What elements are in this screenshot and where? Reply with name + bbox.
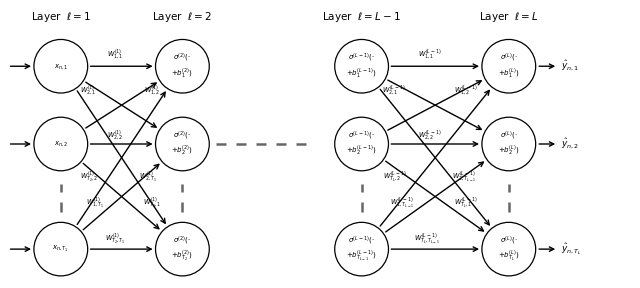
Ellipse shape: [34, 117, 88, 171]
Text: $W_{2,T_{L-1}}^{(L-1)}$: $W_{2,T_{L-1}}^{(L-1)}$: [452, 170, 476, 185]
Text: Layer  $\ell = 1$: Layer $\ell = 1$: [31, 10, 91, 24]
Text: $W_{T_2,1}^{(1)}$: $W_{T_2,1}^{(1)}$: [143, 196, 161, 211]
Text: $W_{1,1}^{(L-1)}$: $W_{1,1}^{(L-1)}$: [419, 48, 442, 62]
Text: $W_{2,2}^{(1)}$: $W_{2,2}^{(1)}$: [107, 129, 124, 143]
Text: $W_{2,1}^{(L-1)}$: $W_{2,1}^{(L-1)}$: [383, 84, 406, 98]
Text: $W_{T_L,2}^{(L-1)}$: $W_{T_L,2}^{(L-1)}$: [383, 170, 406, 185]
Text: $x_{n,1}$: $x_{n,1}$: [54, 62, 68, 71]
Text: $W_{T_2,2}^{(1)}$: $W_{T_2,2}^{(1)}$: [81, 170, 99, 185]
Text: $x_{n,2}$: $x_{n,2}$: [54, 139, 68, 149]
Ellipse shape: [482, 39, 536, 93]
Text: $W_{T_L,T_{L-1}}^{(L-1)}$: $W_{T_L,T_{L-1}}^{(L-1)}$: [414, 232, 440, 247]
Text: $W_{T_2,T_1}^{(1)}$: $W_{T_2,T_1}^{(1)}$: [105, 232, 125, 247]
Text: $\sigma^{(2)}(\cdot$
$+b_{T_2}^{(2)})$: $\sigma^{(2)}(\cdot$ $+b_{T_2}^{(2)})$: [172, 234, 193, 264]
Ellipse shape: [156, 117, 209, 171]
Text: Layer  $\ell = L$: Layer $\ell = L$: [479, 10, 539, 24]
Text: $\sigma^{(L)}(\cdot$
$+b_{T_L}^{(L)})$: $\sigma^{(L)}(\cdot$ $+b_{T_L}^{(L)})$: [498, 234, 520, 264]
Text: Layer  $\ell = L-1$: Layer $\ell = L-1$: [323, 10, 401, 24]
Text: $W_{T_L,1}^{(L-1)}$: $W_{T_L,1}^{(L-1)}$: [454, 196, 477, 211]
Ellipse shape: [482, 222, 536, 276]
Text: $\hat{y}_{n,1}$: $\hat{y}_{n,1}$: [561, 59, 579, 73]
Ellipse shape: [156, 39, 209, 93]
Text: $W_{1,T_1}^{(1)}$: $W_{1,T_1}^{(1)}$: [86, 196, 104, 211]
Text: $W_{1,1}^{(1)}$: $W_{1,1}^{(1)}$: [107, 48, 124, 62]
Text: $W_{2,T_1}^{(1)}$: $W_{2,T_1}^{(1)}$: [140, 170, 157, 185]
Text: $\sigma^{(L)}(\cdot$
$+b_2^{(L)})$: $\sigma^{(L)}(\cdot$ $+b_2^{(L)})$: [498, 130, 520, 158]
Text: $\sigma^{(L-1)}(\cdot$
$+b_2^{(L-1)})$: $\sigma^{(L-1)}(\cdot$ $+b_2^{(L-1)})$: [346, 130, 377, 158]
Text: $W_{1,T_{L-1}}^{(L-1)}$: $W_{1,T_{L-1}}^{(L-1)}$: [390, 196, 414, 211]
Text: $W_{2,2}^{(L-1)}$: $W_{2,2}^{(L-1)}$: [419, 129, 442, 143]
Text: $\sigma^{(L-1)}(\cdot$
$+b_1^{(L-1)})$: $\sigma^{(L-1)}(\cdot$ $+b_1^{(L-1)})$: [346, 52, 377, 81]
Text: $\sigma^{(L-1)}(\cdot$
$+b_{T_{L-1}}^{(L-1)})$: $\sigma^{(L-1)}(\cdot$ $+b_{T_{L-1}}^{(L…: [346, 234, 377, 264]
Ellipse shape: [335, 222, 388, 276]
Text: $\sigma^{(2)}(\cdot$
$+b_2^{(2)})$: $\sigma^{(2)}(\cdot$ $+b_2^{(2)})$: [172, 130, 193, 158]
Text: $\hat{y}_{n,2}$: $\hat{y}_{n,2}$: [561, 137, 579, 151]
Ellipse shape: [482, 117, 536, 171]
Text: $\sigma^{(L)}(\cdot$
$+b_1^{(L)})$: $\sigma^{(L)}(\cdot$ $+b_1^{(L)})$: [498, 52, 520, 81]
Ellipse shape: [156, 222, 209, 276]
Ellipse shape: [34, 222, 88, 276]
Text: $W_{1,2}^{(1)}$: $W_{1,2}^{(1)}$: [144, 84, 161, 98]
Text: $x_{n,T_1}$: $x_{n,T_1}$: [52, 244, 69, 254]
Text: $W_{2,1}^{(1)}$: $W_{2,1}^{(1)}$: [80, 84, 97, 98]
Text: $\sigma^{(2)}(\cdot$
$+b_1^{(2)})$: $\sigma^{(2)}(\cdot$ $+b_1^{(2)})$: [172, 52, 193, 81]
Ellipse shape: [335, 39, 388, 93]
Ellipse shape: [335, 117, 388, 171]
Text: Layer  $\ell = 2$: Layer $\ell = 2$: [152, 10, 212, 24]
Text: $\hat{y}_{n,T_L}$: $\hat{y}_{n,T_L}$: [561, 242, 582, 257]
Ellipse shape: [34, 39, 88, 93]
Text: $W_{1,2}^{(L-1)}$: $W_{1,2}^{(L-1)}$: [454, 84, 477, 98]
